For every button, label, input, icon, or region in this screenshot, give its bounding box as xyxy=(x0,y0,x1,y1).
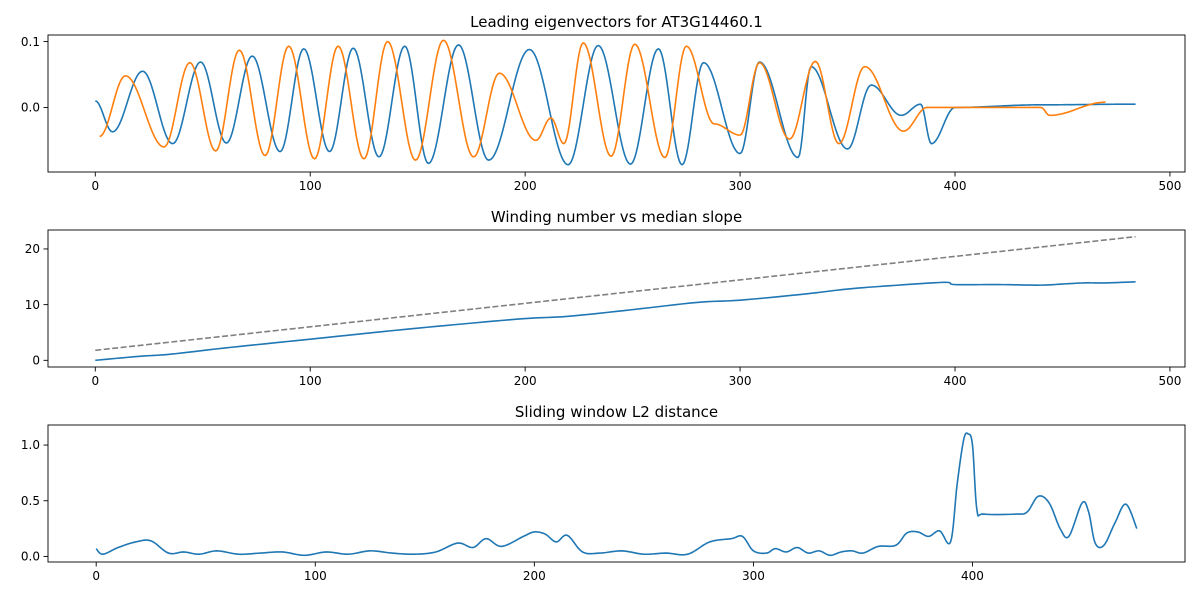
series-line-2 xyxy=(99,39,1106,161)
series-line-1 xyxy=(95,432,1138,557)
x-tick-label: 400 xyxy=(961,569,984,583)
x-tick-label: 300 xyxy=(729,179,752,193)
axes-frame xyxy=(47,229,1186,368)
x-tick-label: 200 xyxy=(514,179,537,193)
y-tick-label: 0.0 xyxy=(21,101,40,115)
subplot-title: Leading eigenvectors for AT3G14460.1 xyxy=(470,13,763,31)
x-tick-label: 0 xyxy=(91,374,99,388)
x-tick-label: 400 xyxy=(944,374,967,388)
y-tick-label: 10 xyxy=(25,298,40,312)
subplot-2: 0 100 200 300 400 500 0 10 20 Winding number vs m… xyxy=(25,208,1186,388)
series-line-2 xyxy=(95,235,1136,352)
x-tick-label: 0 xyxy=(92,569,100,583)
x-tick-label: 500 xyxy=(1159,374,1182,388)
subplot-title: Sliding window L2 distance xyxy=(515,403,718,421)
x-tick-label: 400 xyxy=(944,179,967,193)
x-tick-label: 100 xyxy=(299,179,322,193)
y-tick-label: 0.0 xyxy=(21,550,40,564)
y-tick-label: 1.0 xyxy=(21,438,40,452)
x-tick-label: 100 xyxy=(299,374,322,388)
subplot-3: 0 100 200 300 400 0.0 0.5 1.0 Sliding window L2 … xyxy=(21,403,1186,583)
x-tick-label: 100 xyxy=(304,569,327,583)
subplot-title: Winding number vs median slope xyxy=(491,208,742,226)
y-tick-label: 20 xyxy=(25,242,40,256)
x-tick-label: 300 xyxy=(742,569,765,583)
series-line-1 xyxy=(95,280,1136,362)
y-tick-label: 0 xyxy=(32,354,40,368)
x-tick-label: 200 xyxy=(523,569,546,583)
x-tick-label: 500 xyxy=(1159,179,1182,193)
x-tick-label: 200 xyxy=(514,374,537,388)
axes-frame xyxy=(47,34,1186,173)
y-tick-label: 0.5 xyxy=(21,494,40,508)
subplot-1: 0 100 200 300 400 500 0.0 0.1 Leading eigenvecto… xyxy=(21,13,1186,193)
x-tick-label: 0 xyxy=(91,179,99,193)
axes-frame xyxy=(47,424,1186,563)
x-tick-label: 300 xyxy=(729,374,752,388)
y-tick-label: 0.1 xyxy=(21,35,40,49)
